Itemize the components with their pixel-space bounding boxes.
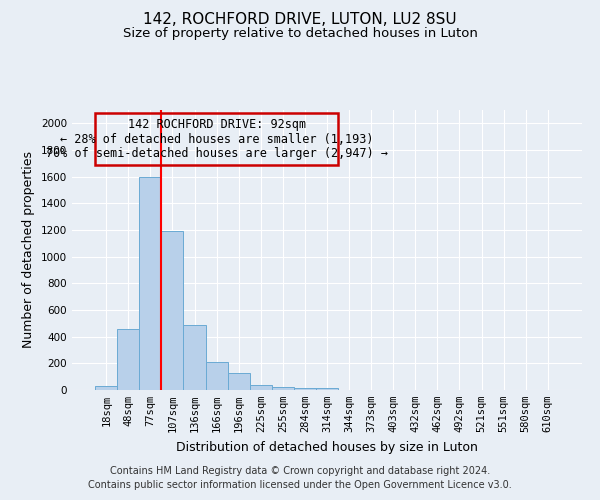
Bar <box>95 112 338 164</box>
Bar <box>139 176 161 390</box>
Bar <box>272 386 294 390</box>
Bar <box>227 374 250 390</box>
X-axis label: Distribution of detached houses by size in Luton: Distribution of detached houses by size … <box>176 440 478 454</box>
Bar <box>294 388 316 390</box>
Text: 70% of semi-detached houses are larger (2,947) →: 70% of semi-detached houses are larger (… <box>46 148 388 160</box>
Bar <box>184 324 206 390</box>
Bar <box>316 388 338 390</box>
Y-axis label: Number of detached properties: Number of detached properties <box>22 152 35 348</box>
Text: 142, ROCHFORD DRIVE, LUTON, LU2 8SU: 142, ROCHFORD DRIVE, LUTON, LU2 8SU <box>143 12 457 28</box>
Text: 142 ROCHFORD DRIVE: 92sqm: 142 ROCHFORD DRIVE: 92sqm <box>128 118 305 131</box>
Bar <box>161 230 184 390</box>
Bar <box>206 362 227 390</box>
Bar <box>250 384 272 390</box>
Bar <box>117 328 139 390</box>
Text: Contains HM Land Registry data © Crown copyright and database right 2024.: Contains HM Land Registry data © Crown c… <box>110 466 490 476</box>
Text: ← 28% of detached houses are smaller (1,193): ← 28% of detached houses are smaller (1,… <box>60 132 373 145</box>
Text: Size of property relative to detached houses in Luton: Size of property relative to detached ho… <box>122 28 478 40</box>
Bar <box>95 386 117 390</box>
Text: Contains public sector information licensed under the Open Government Licence v3: Contains public sector information licen… <box>88 480 512 490</box>
